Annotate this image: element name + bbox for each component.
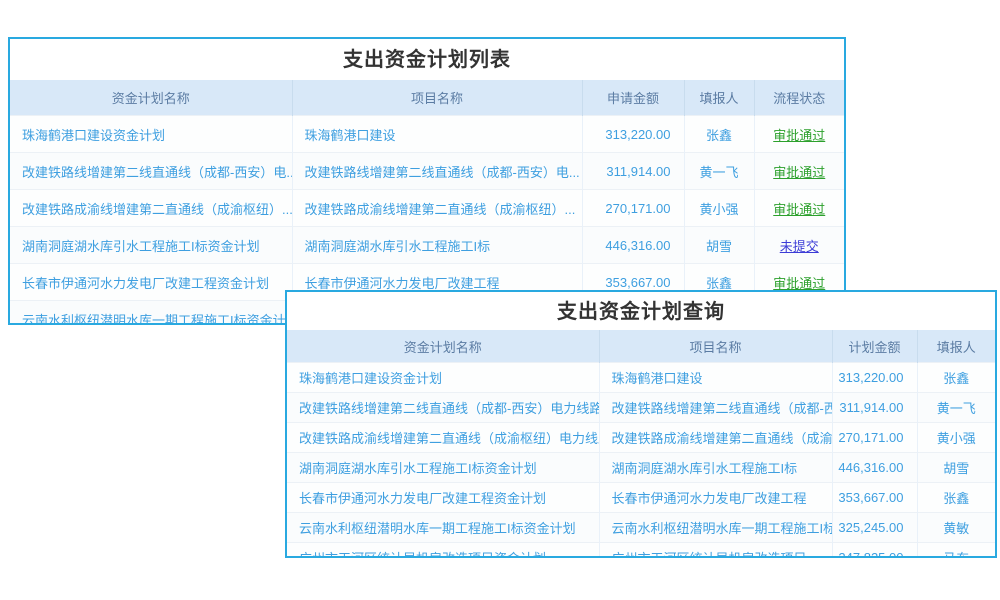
table-row: 广州市天河区统计局机房改造项目资金计划广州市天河区统计局机房改造项目247,82… <box>287 542 995 556</box>
cell-amount: 446,316.00 <box>581 226 684 264</box>
cell-project[interactable]: 湖南洞庭湖水库引水工程施工I标 <box>598 452 832 483</box>
cell-name[interactable]: 改建铁路成渝线增建第二直通线（成渝枢纽）电力线路迁 <box>287 422 599 453</box>
cell-project[interactable]: 改建铁路成渝线增建第二直通线（成渝枢 <box>598 422 832 453</box>
cell-name[interactable]: 长春市伊通河水力发电厂改建工程资金计划 <box>287 482 599 513</box>
cell-name[interactable]: 湖南洞庭湖水库引水工程施工I标资金计划 <box>10 226 292 264</box>
table-row: 云南水利枢纽潜明水库一期工程施工I标资金计划 云南水利枢纽潜明水库一期工程施工I标… <box>287 512 995 543</box>
cell-filler[interactable]: 黄敏 <box>916 512 995 543</box>
status-link[interactable]: 未提交 <box>779 238 819 254</box>
status-link[interactable]: 审批通过 <box>773 275 826 291</box>
cell-name[interactable]: 湖南洞庭湖水库引水工程施工I标资金计划 <box>287 452 599 483</box>
cell-status[interactable]: 审批通过 <box>753 152 844 190</box>
table-row: 珠海鹤港口建设资金计划 珠海鹤港口建设 313,220.00 张鑫 审批通过 <box>10 115 844 153</box>
table-row: 湖南洞庭湖水库引水工程施工I标资金计划 湖南洞庭湖水库引水工程施工I标 446,31… <box>10 226 844 264</box>
cell-filler[interactable]: 胡雪 <box>916 452 995 483</box>
cell-filler[interactable]: 张鑫 <box>916 362 995 393</box>
cell-name[interactable]: 云南水利枢纽潜明水库一期工程施工I标资金计划 <box>10 300 292 323</box>
column-header: 流程状态 <box>753 80 844 116</box>
cell-amount: 270,171.00 <box>581 189 684 227</box>
header-row: 资金计划名称 项目名称 申请金额 填报人 流程状态 <box>10 80 844 116</box>
cell-name[interactable]: 改建铁路线增建第二线直通线（成都-西安）电力线路迁 <box>287 392 599 423</box>
cell-project[interactable]: 改建铁路线增建第二线直通线（成都-西安）电... <box>291 152 582 190</box>
header-row: 资金计划名称 项目名称 计划金额 填报人 <box>287 330 995 363</box>
cell-amount: 311,914.00 <box>581 152 684 190</box>
cell-name[interactable]: 改建铁路成渝线增建第二直通线（成渝枢纽）... <box>10 189 292 227</box>
cell-project[interactable]: 云南水利枢纽潜明水库一期工程施工I标 <box>598 512 832 543</box>
cell-filler[interactable]: 黄一飞 <box>916 392 995 423</box>
cell-amount: 313,220.00 <box>831 362 917 393</box>
cell-filler[interactable]: 黄小强 <box>916 422 995 453</box>
table-row: 改建铁路成渝线增建第二直通线（成渝枢纽）... 改建铁路成渝线增建第二直通线（成渝… <box>10 189 844 227</box>
window-plan-query: 支出资金计划查询 资金计划名称 项目名称 计划金额 填报人 珠海鹤港口建设资金计划 珠海鹤… <box>285 290 997 558</box>
status-link[interactable]: 审批通过 <box>773 201 826 217</box>
cell-filler[interactable]: 马东 <box>916 542 995 556</box>
plan-query-table: 资金计划名称 项目名称 计划金额 填报人 珠海鹤港口建设资金计划 珠海鹤港口建设 313,2… <box>287 330 995 556</box>
table-row: 珠海鹤港口建设资金计划 珠海鹤港口建设 313,220.00 张鑫 <box>287 362 995 393</box>
cell-name[interactable]: 珠海鹤港口建设资金计划 <box>10 115 292 153</box>
column-header: 项目名称 <box>291 80 582 116</box>
cell-filler[interactable]: 胡雪 <box>683 226 754 264</box>
cell-project[interactable]: 改建铁路成渝线增建第二直通线（成渝枢纽）... <box>291 189 582 227</box>
window-plan-list-title: 支出资金计划列表 <box>343 49 511 71</box>
cell-amount: 325,245.00 <box>831 512 917 543</box>
status-link[interactable]: 审批通过 <box>773 127 826 143</box>
table-row: 改建铁路线增建第二线直通线（成都-西安）电力线路迁 改建铁路线增建第二线直通线（成… <box>287 392 995 423</box>
cell-status[interactable]: 审批通过 <box>753 189 844 227</box>
cell-project[interactable]: 长春市伊通河水力发电厂改建工程 <box>598 482 832 513</box>
cell-filler[interactable]: 张鑫 <box>916 482 995 513</box>
cell-amount: 247,825.00 <box>831 542 917 556</box>
window-plan-list: 支出资金计划列表 资金计划名称 项目名称 申请金额 填报人 流程状态 珠海鹤港口建设资金计… <box>8 37 846 325</box>
table-row: 改建铁路成渝线增建第二直通线（成渝枢纽）电力线路迁 改建铁路成渝线增建第二直通线（… <box>287 422 995 453</box>
table-row: 湖南洞庭湖水库引水工程施工I标资金计划 湖南洞庭湖水库引水工程施工I标 446,31… <box>287 452 995 483</box>
cell-filler[interactable]: 张鑫 <box>683 115 754 153</box>
cell-status[interactable]: 审批通过 <box>753 115 844 153</box>
cell-status[interactable]: 未提交 <box>753 226 844 264</box>
cell-amount: 353,667.00 <box>831 482 917 513</box>
status-link[interactable]: 审批通过 <box>773 164 826 180</box>
table-row: 长春市伊通河水力发电厂改建工程资金计划 长春市伊通河水力发电厂改建工程 353,66… <box>287 482 995 513</box>
cell-name[interactable]: 改建铁路线增建第二线直通线（成都-西安）电... <box>10 152 292 190</box>
cell-project[interactable]: 广州市天河区统计局机房改造项目 <box>598 542 832 556</box>
cell-project[interactable]: 珠海鹤港口建设 <box>291 115 582 153</box>
cell-name[interactable]: 珠海鹤港口建设资金计划 <box>287 362 599 393</box>
column-header: 计划金额 <box>831 330 917 363</box>
window-plan-query-title: 支出资金计划查询 <box>557 301 725 323</box>
cell-name[interactable]: 广州市天河区统计局机房改造项目资金计划 <box>287 542 599 556</box>
cell-name[interactable]: 云南水利枢纽潜明水库一期工程施工I标资金计划 <box>287 512 599 543</box>
column-header: 填报人 <box>916 330 995 363</box>
cell-filler[interactable]: 黄一飞 <box>683 152 754 190</box>
cell-amount: 270,171.00 <box>831 422 917 453</box>
cell-project[interactable]: 湖南洞庭湖水库引水工程施工I标 <box>291 226 582 264</box>
column-header: 填报人 <box>683 80 754 116</box>
cell-name[interactable]: 长春市伊通河水力发电厂改建工程资金计划 <box>10 263 292 301</box>
column-header: 项目名称 <box>598 330 832 363</box>
cell-amount: 446,316.00 <box>831 452 917 483</box>
plan-list-table: 资金计划名称 项目名称 申请金额 填报人 流程状态 珠海鹤港口建设资金计划 珠海鹤港口建设 3… <box>10 80 844 323</box>
column-header: 资金计划名称 <box>10 80 292 116</box>
cell-amount: 313,220.00 <box>581 115 684 153</box>
cell-amount: 311,914.00 <box>831 392 917 423</box>
cell-project[interactable]: 改建铁路线增建第二线直通线（成都-西安 <box>598 392 832 423</box>
column-header: 申请金额 <box>581 80 684 116</box>
cell-filler[interactable]: 黄小强 <box>683 189 754 227</box>
cell-project[interactable]: 珠海鹤港口建设 <box>598 362 832 393</box>
column-header: 资金计划名称 <box>287 330 599 363</box>
table-row: 改建铁路线增建第二线直通线（成都-西安）电... 改建铁路线增建第二线直通线（成都… <box>10 152 844 190</box>
